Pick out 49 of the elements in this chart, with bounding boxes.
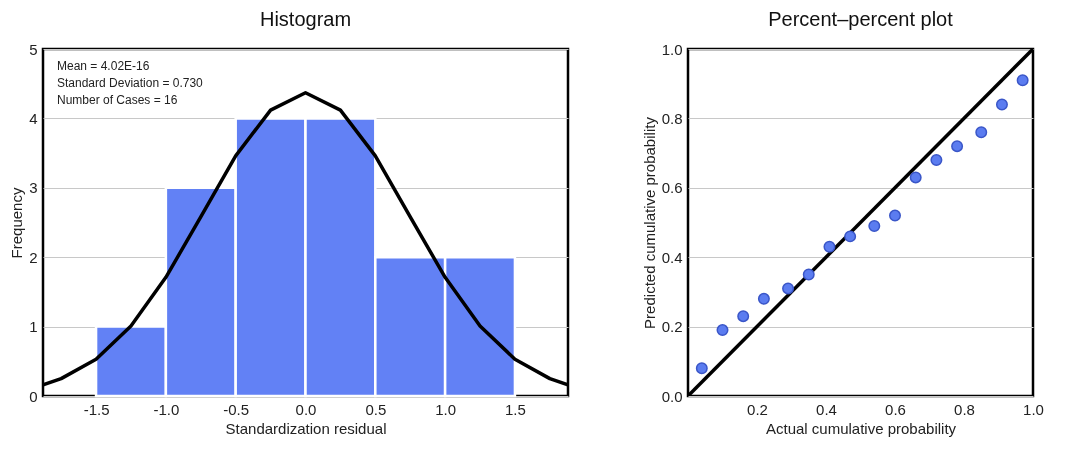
chart-title: Percent–percent plot: [768, 8, 954, 30]
annotation: Number of Cases = 16: [57, 93, 178, 107]
y-tick-label: 0.6: [661, 179, 683, 197]
point: [975, 126, 988, 139]
x-tick-label: 0.0: [295, 400, 317, 418]
x-tick-label: 1.0: [435, 400, 457, 418]
point: [951, 140, 964, 153]
point: [930, 154, 943, 167]
x-tick-label: -1.0: [153, 400, 180, 418]
point: [909, 171, 922, 184]
point: [868, 219, 881, 232]
point: [995, 98, 1008, 111]
y-tick-label: 0.0: [661, 387, 683, 405]
y-axis-title: Predicted cumulative probability: [640, 116, 658, 329]
x-tick-label: -1.5: [83, 400, 110, 418]
y-tick-label: 0.8: [661, 109, 683, 127]
point: [823, 240, 836, 253]
y-tick-label: 1.0: [661, 40, 683, 58]
y-tick-label: 2: [29, 248, 38, 266]
y-tick-label: 0.4: [661, 248, 683, 266]
chart-title: Histogram: [259, 8, 352, 30]
y-axis-title: Frequency: [8, 187, 26, 259]
point: [737, 310, 750, 323]
annotation: Standard Deviation = 0.730: [57, 76, 204, 90]
x-tick-label: 0.5: [365, 400, 387, 418]
x-tick-label: 1.0: [1023, 400, 1044, 418]
x-tick-label: 0.8: [954, 400, 975, 418]
x-axis-title: Actual cumulative probability: [765, 419, 957, 437]
y-tick-label: 5: [29, 40, 38, 58]
point: [695, 362, 708, 375]
x-axis-title: Standardization residual: [225, 419, 387, 437]
y-tick-label: 3: [29, 179, 38, 197]
y-tick-label: 0.2: [661, 318, 683, 336]
point: [802, 268, 815, 281]
point: [1016, 74, 1029, 87]
annotation: Mean = 4.02E-16: [57, 59, 150, 73]
x-tick-label: 0.2: [747, 400, 768, 418]
point: [757, 292, 770, 305]
point: [844, 230, 857, 243]
x-tick-label: 0.6: [885, 400, 906, 418]
x-tick-label: 0.4: [816, 400, 837, 418]
point: [782, 282, 795, 295]
y-tick-label: 4: [29, 109, 38, 127]
point: [716, 324, 729, 337]
x-tick-label: 1.5: [505, 400, 526, 418]
x-tick-label: -0.5: [223, 400, 250, 418]
point: [889, 209, 901, 222]
y-tick-label: 1: [29, 318, 38, 336]
y-tick-label: 0: [29, 387, 38, 405]
